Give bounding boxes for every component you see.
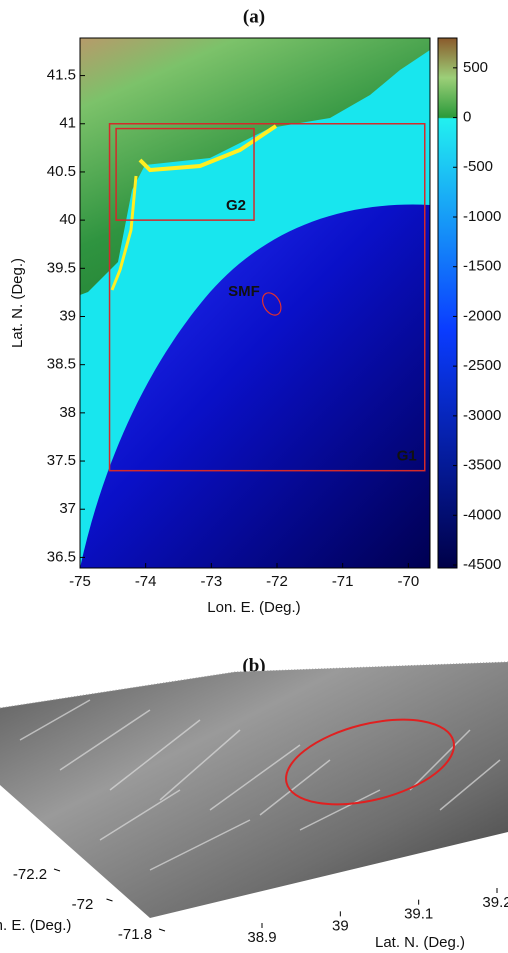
y-tick-label: 39.1	[404, 906, 433, 923]
map	[80, 38, 430, 568]
grid-box	[108, 123, 426, 472]
coastline	[138, 124, 278, 173]
colorbar-tick-label: -4000	[463, 506, 501, 523]
colorbar	[437, 37, 458, 569]
grid-box-label: G1	[397, 448, 417, 465]
box-edge	[0, 661, 508, 709]
colorbar-tick-label: -2000	[463, 307, 501, 324]
y-tick-label: 40	[59, 211, 76, 228]
x-tick	[158, 928, 166, 932]
y-axis-label: Lat. N. (Deg.)	[9, 258, 26, 348]
map-frame	[79, 37, 431, 569]
smf-outline	[285, 718, 455, 806]
x-tick	[106, 898, 113, 902]
deep-water	[80, 204, 430, 568]
annotation: SMF	[228, 283, 260, 300]
x-tick	[53, 868, 61, 872]
colorbar-tick-label: -1500	[463, 258, 501, 275]
colorbar-tick-label: 0	[463, 109, 471, 126]
x-tick-label: -70	[397, 573, 419, 590]
land	[80, 38, 430, 295]
y-tick-label: 39	[59, 307, 76, 324]
grid-box	[115, 127, 255, 221]
colorbar-tick-label: -1000	[463, 208, 501, 225]
y-tick-label: 38	[59, 404, 76, 421]
x-tick-label: -75	[69, 573, 91, 590]
y-tick-label: 39	[332, 917, 349, 934]
coastline	[110, 175, 138, 291]
y-tick-label: 38.5	[47, 356, 76, 373]
terrain-surface	[0, 662, 508, 918]
colorbar-tick-label: -3000	[463, 407, 501, 424]
colorbar-tick-label: 500	[463, 59, 488, 76]
x-tick-label: -72	[266, 573, 288, 590]
y-tick-label: 41	[59, 115, 76, 132]
colorbar-tick-label: -500	[463, 158, 493, 175]
y-tick-label: 41.5	[47, 67, 76, 84]
y-tick-label: 37.5	[47, 452, 76, 469]
x-tick-label: -74	[135, 573, 157, 590]
ridges	[19, 699, 501, 871]
colorbar-tick-label: -2500	[463, 357, 501, 374]
colorbar-tick-label: -4500	[463, 556, 501, 573]
smf-outline	[261, 292, 282, 316]
x-axis-label: Lon. E. (Deg.)	[0, 917, 71, 934]
y-tick-label: 38.9	[247, 929, 276, 946]
y-tick-label: 39.2	[482, 894, 508, 911]
y-axis-label: Lat. N. (Deg.)	[375, 934, 465, 951]
y-tick-label: 37	[59, 500, 76, 517]
y-tick-label: 40.5	[47, 163, 76, 180]
y-tick-label: 39.5	[47, 259, 76, 276]
colorbar-tick-label: -3500	[463, 457, 501, 474]
x-tick-label: -72	[72, 896, 94, 913]
panel-title: (a)	[243, 6, 265, 27]
x-tick-label: -72.2	[13, 866, 47, 883]
x-tick-label: -71	[332, 573, 354, 590]
terrain-3d	[0, 661, 508, 918]
x-tick-label: -71.8	[118, 926, 152, 943]
x-tick-label: -73	[200, 573, 222, 590]
x-axis-label: Lon. E. (Deg.)	[207, 599, 300, 616]
y-tick-label: 36.5	[47, 548, 76, 565]
grid-box-label: G2	[226, 197, 246, 214]
